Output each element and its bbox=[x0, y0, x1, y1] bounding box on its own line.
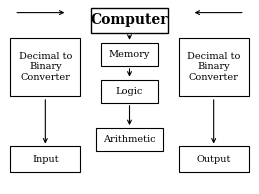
Text: Decimal to
Binary
Converter: Decimal to Binary Converter bbox=[187, 52, 240, 82]
FancyBboxPatch shape bbox=[96, 128, 163, 151]
Text: Computer: Computer bbox=[91, 13, 168, 27]
FancyBboxPatch shape bbox=[101, 43, 158, 66]
FancyBboxPatch shape bbox=[179, 38, 249, 96]
Text: Input: Input bbox=[32, 155, 59, 164]
Text: Logic: Logic bbox=[116, 87, 143, 96]
Text: Arithmetic: Arithmetic bbox=[103, 135, 156, 144]
FancyBboxPatch shape bbox=[10, 38, 80, 96]
Text: Decimal to
Binary
Converter: Decimal to Binary Converter bbox=[19, 52, 72, 82]
FancyBboxPatch shape bbox=[101, 80, 158, 103]
FancyBboxPatch shape bbox=[91, 8, 168, 33]
FancyBboxPatch shape bbox=[179, 146, 249, 172]
Text: Memory: Memory bbox=[109, 50, 150, 59]
Text: Output: Output bbox=[197, 155, 231, 164]
FancyBboxPatch shape bbox=[10, 146, 80, 172]
